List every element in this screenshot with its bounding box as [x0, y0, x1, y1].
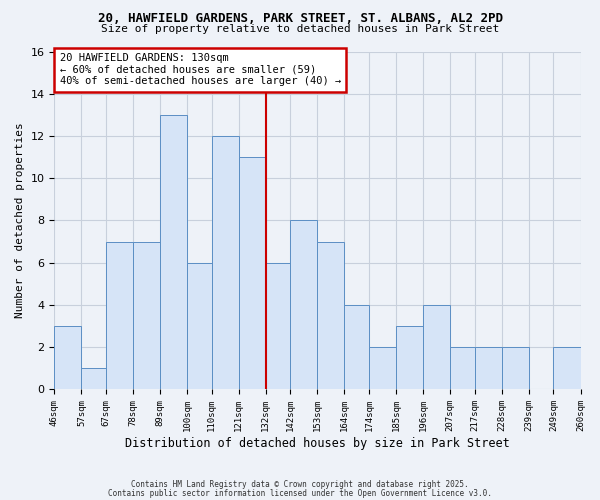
Bar [187, 262, 212, 390]
Bar [369, 347, 396, 390]
Bar [82, 368, 106, 390]
Bar [317, 242, 344, 390]
Text: 20 HAWFIELD GARDENS: 130sqm
← 60% of detached houses are smaller (59)
40% of sem: 20 HAWFIELD GARDENS: 130sqm ← 60% of det… [59, 53, 341, 86]
Bar [396, 326, 423, 390]
Bar [239, 157, 266, 390]
Text: 20, HAWFIELD GARDENS, PARK STREET, ST. ALBANS, AL2 2PD: 20, HAWFIELD GARDENS, PARK STREET, ST. A… [97, 12, 503, 26]
Bar [344, 305, 369, 390]
Text: Size of property relative to detached houses in Park Street: Size of property relative to detached ho… [101, 24, 499, 34]
Bar [553, 347, 581, 390]
Bar [212, 136, 239, 390]
Text: Contains HM Land Registry data © Crown copyright and database right 2025.: Contains HM Land Registry data © Crown c… [131, 480, 469, 489]
Bar [133, 242, 160, 390]
Y-axis label: Number of detached properties: Number of detached properties [15, 122, 25, 318]
Bar [450, 347, 475, 390]
Bar [266, 262, 290, 390]
Bar [502, 347, 529, 390]
Bar [160, 115, 187, 390]
X-axis label: Distribution of detached houses by size in Park Street: Distribution of detached houses by size … [125, 437, 510, 450]
Bar [423, 305, 450, 390]
Bar [55, 326, 82, 390]
Bar [106, 242, 133, 390]
Text: Contains public sector information licensed under the Open Government Licence v3: Contains public sector information licen… [108, 488, 492, 498]
Bar [475, 347, 502, 390]
Bar [290, 220, 317, 390]
